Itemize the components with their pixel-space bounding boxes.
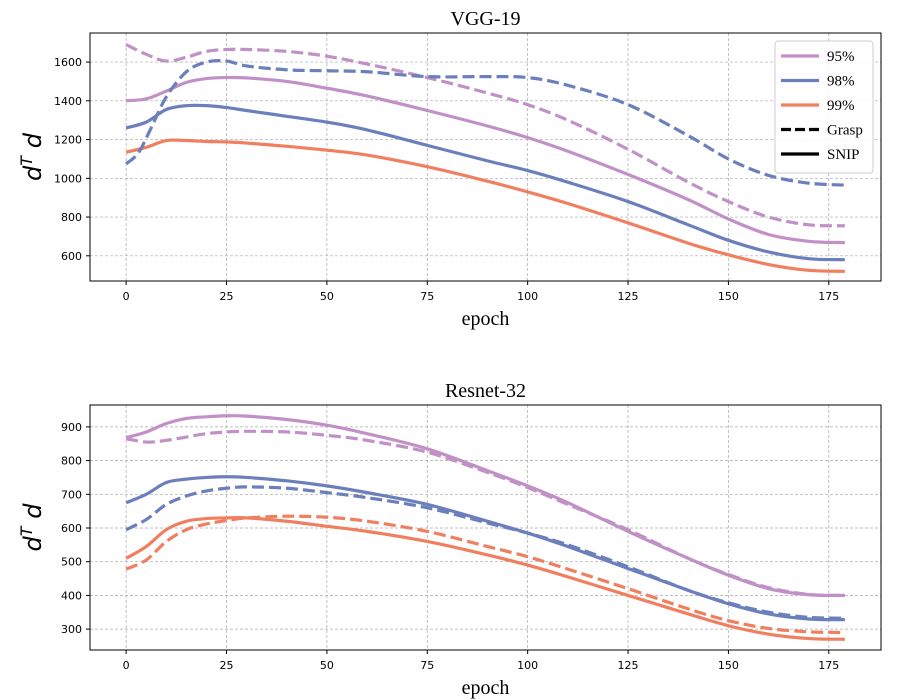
y-tick-label: 300	[61, 623, 82, 636]
y-tick-label: 700	[61, 488, 82, 501]
x-tick-label: 75	[420, 659, 434, 672]
series-line-5	[125, 485, 845, 620]
x-tick-label: 100	[517, 659, 538, 672]
legend-label: 95%	[827, 49, 855, 65]
legend-label: SNIP	[827, 147, 860, 163]
y-tick-label: 1000	[54, 172, 82, 185]
series-line-3	[125, 138, 845, 273]
series-group	[125, 414, 845, 641]
chart-panel-2: 0 25 50 75 100 125 150 175 300 400 500 600 700 800 900…	[17, 380, 882, 699]
y-axis-label: dT d	[17, 132, 47, 181]
y-tick-label: 500	[61, 556, 82, 569]
series-line-2	[125, 475, 845, 622]
chart-panel-1: 0 25 50 75 100 125 150 175 600 800 1000 1200 1400 160…	[17, 8, 882, 330]
y-tick-label: 1600	[54, 56, 82, 69]
x-tick-label: 125	[618, 659, 639, 672]
legend-label: Grasp	[827, 123, 863, 139]
chart-title: VGG-19	[451, 8, 521, 30]
y-tick-label: 400	[61, 589, 82, 602]
series-line-2	[125, 103, 845, 262]
y-tick-label: 1400	[54, 95, 82, 108]
x-tick-label: 0	[123, 290, 130, 303]
x-tick-label: 125	[618, 290, 639, 303]
x-tick-label: 175	[818, 290, 839, 303]
legend-label: 98%	[827, 74, 855, 90]
y-tick-label: 900	[61, 421, 82, 434]
chart-title: Resnet-32	[445, 380, 526, 402]
x-tick-label: 50	[320, 290, 334, 303]
legend-label: 99%	[827, 98, 855, 114]
plot-frame	[89, 404, 882, 651]
x-tick-label: 150	[718, 290, 739, 303]
series-group	[125, 43, 845, 273]
y-axis-label: dT d	[17, 503, 47, 552]
x-tick-label: 0	[123, 659, 130, 672]
series-line-4	[125, 429, 845, 598]
legend: 95% 98% 99% Grasp SNIP	[774, 40, 874, 174]
x-tick-label: 150	[718, 659, 739, 672]
y-tick-label: 800	[61, 455, 82, 468]
plot-frame	[89, 32, 882, 282]
x-tick-label: 25	[220, 659, 234, 672]
x-axis-label: epoch	[462, 308, 510, 330]
series-line-3	[125, 516, 845, 641]
y-tick-label: 600	[61, 522, 82, 535]
series-line-1	[125, 75, 845, 245]
y-tick-label: 1200	[54, 134, 82, 147]
series-line-1	[125, 414, 845, 598]
x-tick-label: 50	[320, 659, 334, 672]
y-tick-label: 800	[61, 211, 82, 224]
y-tick-label: 600	[61, 250, 82, 263]
x-tick-label: 100	[517, 290, 538, 303]
series-line-5	[125, 59, 845, 187]
x-axis-label: epoch	[462, 677, 510, 699]
x-tick-label: 175	[818, 659, 839, 672]
x-tick-label: 25	[220, 290, 234, 303]
series-line-4	[125, 43, 845, 228]
series-line-6	[125, 514, 845, 635]
x-tick-label: 75	[420, 290, 434, 303]
legend-box	[774, 40, 874, 174]
